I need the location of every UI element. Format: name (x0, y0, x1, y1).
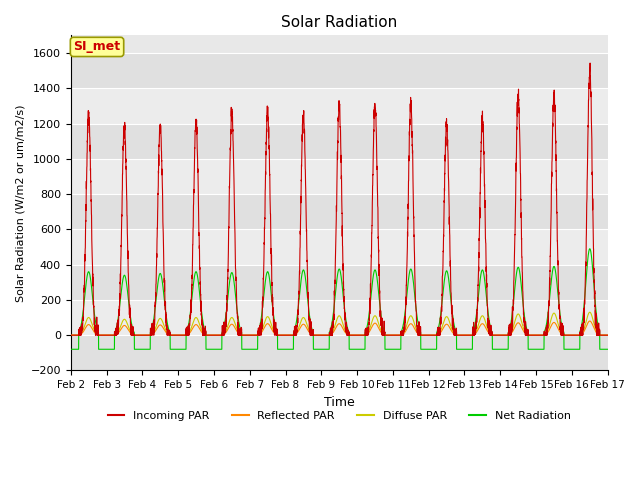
Bar (71, 88, 607, 123)
X-axis label: Time: Time (324, 396, 355, 408)
Bar (71, 53, 607, 88)
Title: Solar Radiation: Solar Radiation (281, 15, 397, 30)
Bar (71, 335, 607, 371)
Bar (71, 300, 607, 335)
Bar (71, 194, 607, 229)
Bar (71, 123, 607, 159)
Legend: Incoming PAR, Reflected PAR, Diffuse PAR, Net Radiation: Incoming PAR, Reflected PAR, Diffuse PAR… (103, 406, 575, 425)
Y-axis label: Solar Radiation (W/m2 or um/m2/s): Solar Radiation (W/m2 or um/m2/s) (15, 104, 25, 301)
Text: SI_met: SI_met (74, 40, 120, 53)
Bar (71, 229, 607, 264)
Bar (71, 264, 607, 300)
Bar (71, 159, 607, 194)
